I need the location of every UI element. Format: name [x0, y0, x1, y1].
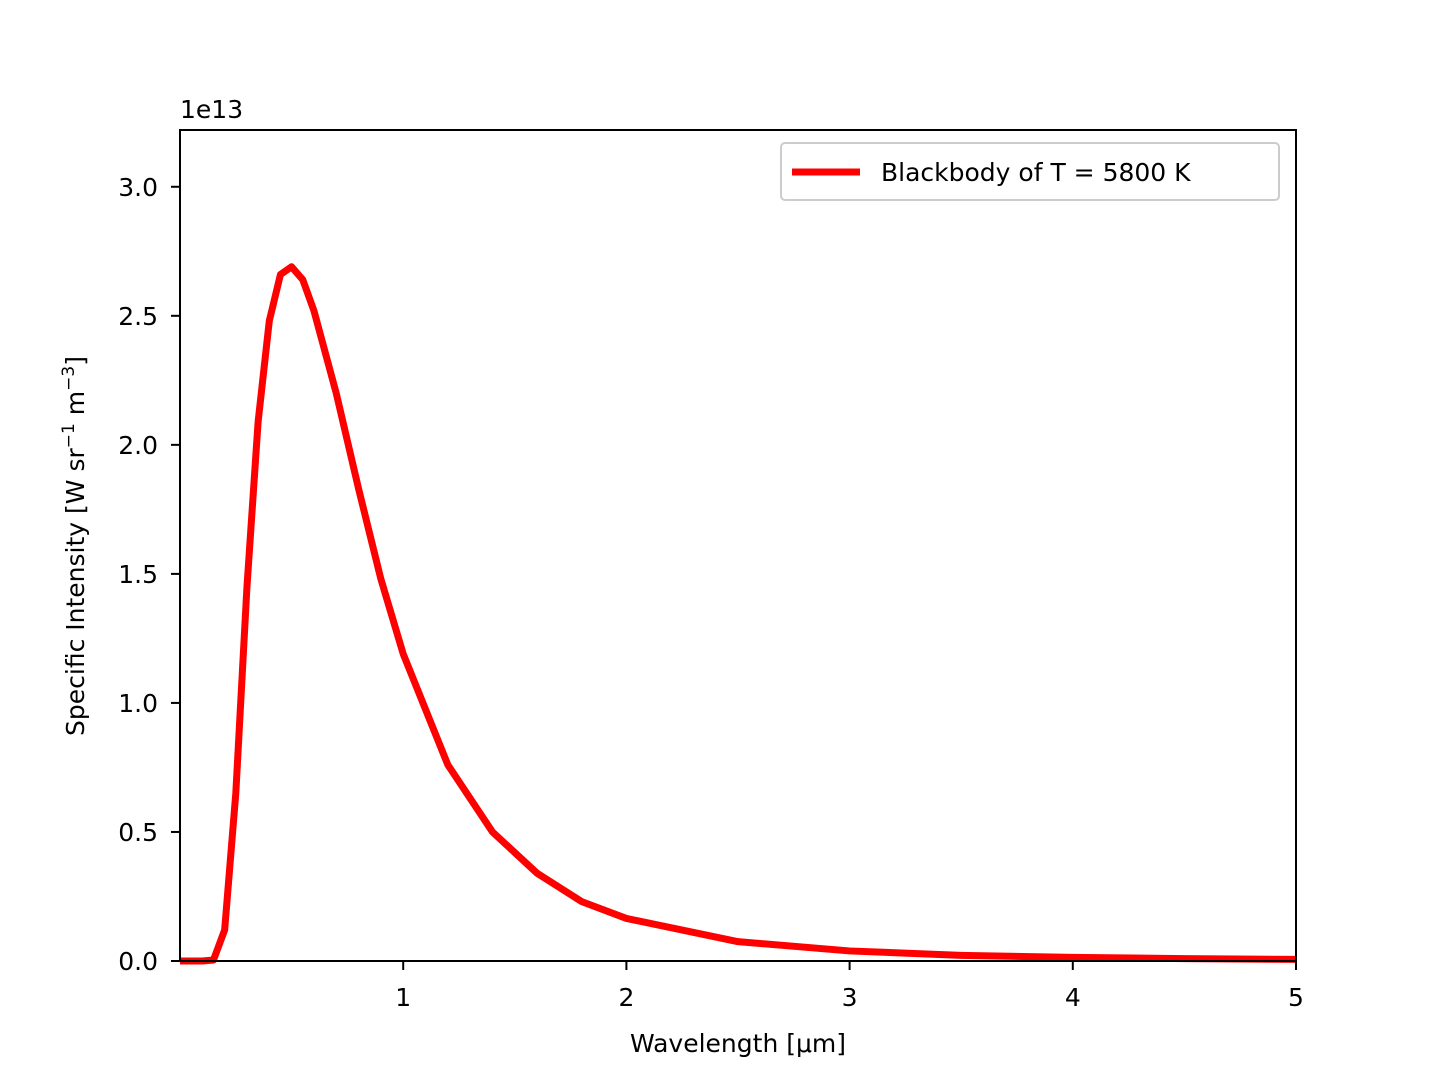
y-tick-label: 0.0	[118, 947, 158, 976]
legend-box	[780, 142, 1280, 201]
y-axis-label-exp2: −3	[59, 366, 79, 391]
x-axis-ticks: 1 2 3 4 5	[395, 961, 1304, 1012]
y-axis-ticks: 0.0 0.5 1.0 1.5 2.0 2.5 3.0	[118, 173, 180, 976]
x-tick-label: 2	[618, 983, 634, 1012]
legend: Blackbody of T = 5800 K	[780, 142, 1280, 201]
plot-area	[180, 130, 1296, 961]
y-offset-label: 1e13	[180, 95, 243, 124]
y-tick-label: 3.0	[118, 173, 158, 202]
y-axis-label: Specific Intensity [W sr−1 m−3]	[59, 356, 90, 736]
y-tick-label: 2.5	[118, 302, 158, 331]
x-tick-label: 1	[395, 983, 411, 1012]
y-axis-label-main: Specific Intensity [W sr	[61, 448, 90, 736]
legend-label: Blackbody of T = 5800 K	[881, 158, 1191, 187]
x-tick-label: 3	[842, 983, 858, 1012]
y-axis-label-unit2: m	[61, 391, 90, 423]
series-line-0	[180, 263, 1297, 965]
y-axis-label-close: ]	[61, 356, 90, 366]
x-axis-label: Wavelength [μm]	[630, 1029, 846, 1058]
x-tick-label: 4	[1065, 983, 1081, 1012]
x-tick-label: 5	[1288, 983, 1304, 1012]
series-layer	[180, 263, 1297, 965]
y-tick-label: 2.0	[118, 431, 158, 460]
axes-frame	[179, 129, 1297, 962]
y-tick-label: 1.0	[118, 689, 158, 718]
y-axis-label-exp1: −1	[59, 423, 79, 448]
y-tick-label: 1.5	[118, 560, 158, 589]
y-tick-label: 0.5	[118, 818, 158, 847]
